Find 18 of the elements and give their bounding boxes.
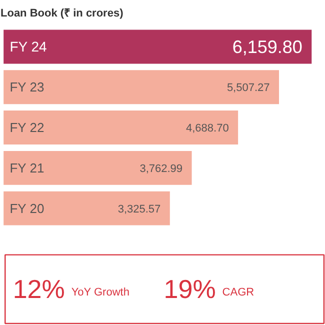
y-tick-label: FY 21 <box>10 160 44 176</box>
chart-title: Loan Book (₹ in crores) <box>0 8 124 20</box>
data-label: 6,159.80 <box>232 37 302 58</box>
text: 12% YoY Growth <box>12 274 130 304</box>
bar <box>4 30 312 64</box>
bar <box>4 70 280 104</box>
y-tick-label: FY 20 <box>10 200 44 216</box>
y-tick-label: FY 24 <box>10 38 48 55</box>
data-label: 3,325.57 <box>118 203 161 216</box>
bar <box>4 150 192 185</box>
data-label: 4,688.70 <box>186 122 229 135</box>
data-label: 3,762.99 <box>140 162 183 175</box>
text: 19% CAGR <box>164 274 254 304</box>
y-tick-label: FY 23 <box>10 80 44 95</box>
data-label: 5,507.27 <box>226 82 270 94</box>
y-tick-label: FY 22 <box>10 120 44 136</box>
bar <box>4 191 170 226</box>
bar <box>4 110 238 144</box>
